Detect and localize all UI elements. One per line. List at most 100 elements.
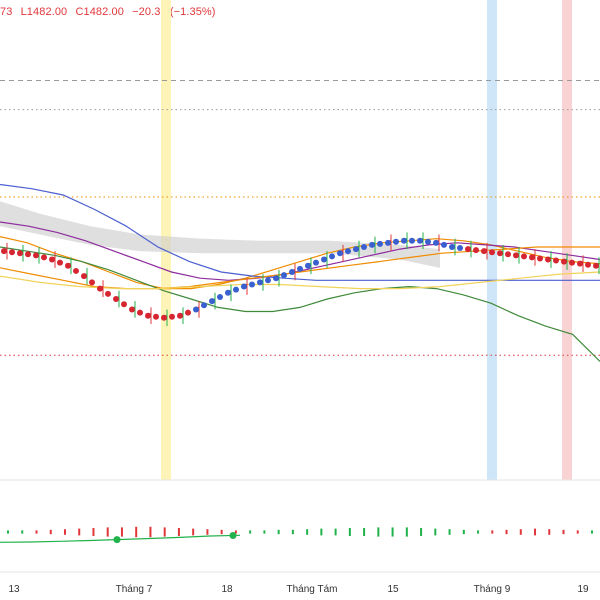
price-dot <box>137 309 143 316</box>
ohlc-readout: 73 L1482.00 C1482.00 −20.35 (−1.35%) <box>0 6 221 18</box>
indicator-line <box>0 246 600 362</box>
price-dot <box>201 302 207 309</box>
oscillator-bar <box>206 529 209 535</box>
oscillator-bar <box>576 530 579 534</box>
oscillator-bar <box>334 528 337 536</box>
price-dot <box>121 301 127 308</box>
oscillator-bar <box>491 530 494 534</box>
price-dot <box>433 239 439 246</box>
price-dot <box>361 244 367 250</box>
oscillator-bar <box>434 528 437 536</box>
oscillator-bar <box>21 530 24 534</box>
oscillator-bar <box>320 528 323 536</box>
price-dot <box>577 260 583 267</box>
oscillator-bar <box>192 528 195 536</box>
oscillator-panel <box>0 526 593 544</box>
price-dot <box>345 248 351 255</box>
oscillator-bar <box>405 527 408 537</box>
price-dot <box>209 298 215 305</box>
oscillator-bar <box>49 529 52 535</box>
price-dot <box>593 262 599 269</box>
price-dot <box>425 238 431 245</box>
price-dot <box>97 285 103 292</box>
oscillator-bar <box>534 528 537 536</box>
price-dot <box>65 262 71 269</box>
x-axis-label: Tháng 9 <box>474 584 511 595</box>
price-dot <box>193 306 199 313</box>
oscillator-bar <box>135 526 138 538</box>
price-dot <box>505 251 511 258</box>
indicator-lines <box>0 183 600 362</box>
price-dot <box>49 256 55 263</box>
price-dot <box>265 277 271 284</box>
oscillator-bar <box>363 528 366 536</box>
oscillator-bar <box>263 530 266 534</box>
x-axis-label: Tháng Tám <box>287 584 338 595</box>
price-dot <box>81 273 87 280</box>
price-dot <box>337 250 343 257</box>
price-dot <box>33 252 39 259</box>
price-dot <box>449 244 455 250</box>
horizontal-levels <box>0 79 600 356</box>
low-value: L1482.00 <box>20 6 68 18</box>
oscillator-bar <box>249 530 252 534</box>
oscillator-marker <box>113 536 121 544</box>
price-dot <box>305 262 311 269</box>
oscillator-bar <box>163 527 166 537</box>
price-dot <box>481 248 487 255</box>
price-dot <box>473 247 479 254</box>
price-dot <box>105 290 111 297</box>
oscillator-bar <box>306 529 309 535</box>
price-dot <box>9 249 15 256</box>
highlight-band-blue <box>487 0 497 480</box>
price-dot <box>465 246 471 253</box>
price-dot <box>17 250 23 257</box>
indicator-line <box>0 236 600 290</box>
oscillator-bar <box>291 529 294 535</box>
price-dot <box>329 253 335 260</box>
price-dot <box>217 293 223 300</box>
price-dot <box>25 251 31 258</box>
price-dot <box>441 241 447 248</box>
price-dot <box>537 255 543 262</box>
oscillator-bar <box>548 529 551 535</box>
price-dot <box>457 245 463 252</box>
oscillator-bar <box>78 528 81 536</box>
x-axis-label: Tháng 7 <box>116 584 153 595</box>
price-dot <box>521 253 527 260</box>
price-dot <box>393 238 399 245</box>
price-dot <box>497 250 503 257</box>
highlight-band-red <box>562 0 572 480</box>
price-dot <box>249 281 255 288</box>
oscillator-bar <box>177 528 180 536</box>
price-dot <box>321 256 327 263</box>
price-dot <box>553 257 559 264</box>
price-dot <box>513 252 519 259</box>
price-dot <box>145 312 151 319</box>
price-dot <box>225 289 231 296</box>
oscillator-bar <box>7 530 9 534</box>
price-dot <box>1 248 7 255</box>
x-axis-labels: 13 Tháng 7 18 Tháng Tám 15 Tháng 9 19 <box>8 584 589 595</box>
price-dot <box>417 237 423 244</box>
oscillator-marker <box>229 531 237 539</box>
price-dots <box>1 237 599 321</box>
price-dot <box>41 254 47 261</box>
x-axis-label: 19 <box>577 584 589 595</box>
oscillator-bar <box>462 529 465 535</box>
price-dot <box>289 268 295 275</box>
price-dot <box>385 239 391 246</box>
price-dot <box>233 286 239 293</box>
oscillator-bar <box>149 526 152 538</box>
price-dot <box>569 259 575 266</box>
oscillator-bar <box>391 527 394 537</box>
oscillator-bar <box>505 529 508 535</box>
change-value: −20.35 (−1.35%) <box>132 6 216 18</box>
price-dot <box>545 256 551 263</box>
price-dot <box>89 279 95 286</box>
oscillator-bar <box>220 529 223 535</box>
price-dot <box>529 254 535 261</box>
price-dot <box>73 267 79 274</box>
x-axis-label: 15 <box>387 584 399 595</box>
